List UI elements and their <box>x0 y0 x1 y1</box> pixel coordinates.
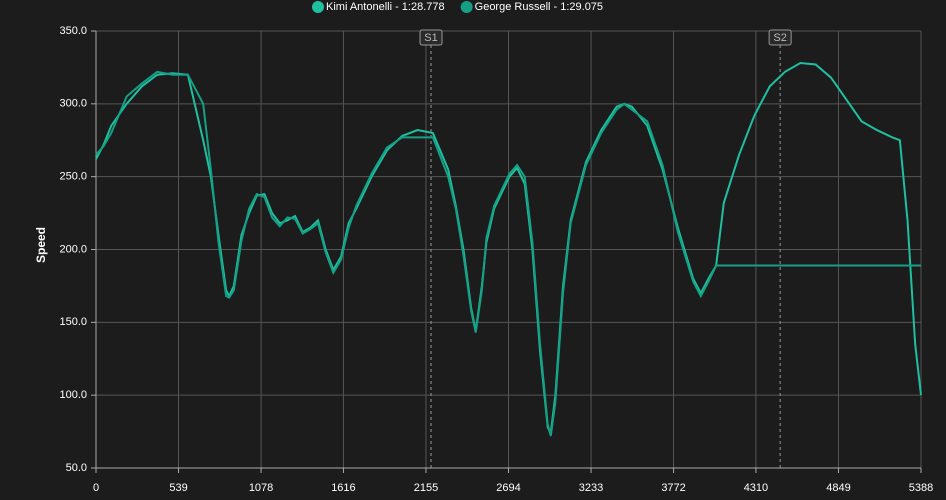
y-tick-label: 300.0 <box>59 98 87 110</box>
x-tick-label: 1078 <box>249 482 273 494</box>
y-tick-label: 150.0 <box>59 316 87 328</box>
y-tick-label: 50.0 <box>66 462 87 474</box>
sector-label: S2 <box>773 32 786 44</box>
y-axis-label: Speed <box>34 227 48 263</box>
legend-label[interactable]: Kimi Antonelli - 1:28.778 <box>326 1 445 13</box>
y-tick-label: 200.0 <box>59 243 87 255</box>
y-tick-label: 250.0 <box>59 171 87 183</box>
x-tick-label: 1616 <box>331 482 355 494</box>
y-tick-label: 100.0 <box>59 389 87 401</box>
x-tick-label: 3233 <box>579 482 603 494</box>
x-tick-label: 5388 <box>909 482 933 494</box>
sector-box <box>419 29 443 46</box>
x-tick-label: 2155 <box>414 482 438 494</box>
x-tick-label: 539 <box>169 482 187 494</box>
series-line <box>95 70 921 437</box>
x-tick-label: 0 <box>93 482 99 494</box>
sector-label: S1 <box>424 32 437 44</box>
legend-marker[interactable] <box>460 1 473 13</box>
legend-label[interactable]: George Russell - 1:29.075 <box>475 1 603 13</box>
legend-marker[interactable] <box>312 1 324 13</box>
x-tick-label: 2694 <box>496 482 520 494</box>
x-tick-label: 4849 <box>826 482 850 494</box>
y-tick-label: 350.0 <box>59 25 87 37</box>
x-tick-label: 3772 <box>661 482 685 494</box>
sector-box <box>768 29 792 46</box>
x-tick-label: 4310 <box>744 482 768 494</box>
